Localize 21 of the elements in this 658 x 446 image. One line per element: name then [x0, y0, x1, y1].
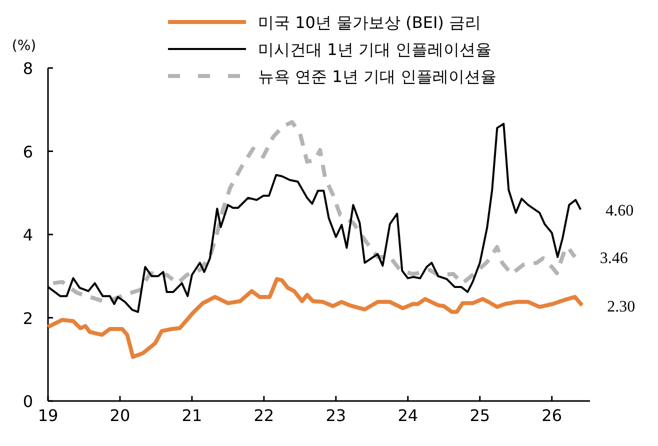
y-tick-label: 6 [22, 142, 34, 162]
legend-label: 미시건대 1년 기대 인플레이션율 [258, 40, 492, 59]
y-tick-label: 8 [22, 59, 34, 78]
x-tick-label: 19 [38, 406, 58, 425]
x-tick-label: 23 [326, 406, 346, 425]
y-tick-label: 4 [22, 226, 34, 244]
x-tick-label: 21 [182, 406, 202, 425]
annotation: 4.60 [606, 202, 634, 220]
x-tick-label: 22 [254, 406, 274, 425]
y-tick-label: 2 [22, 308, 34, 328]
y-axis-title: (%) [12, 38, 36, 54]
line-series [46, 277, 584, 359]
x-tick-label: 26 [542, 406, 562, 425]
y-tick-label: 0 [22, 392, 34, 411]
x-tick-label: 24 [398, 406, 418, 425]
x-tick-label: 25 [470, 406, 490, 425]
annotation: 2.30 [607, 298, 636, 316]
x-tick-label: 20 [110, 406, 130, 425]
legend-label: 뉴욕 연준 1년 기대 인플레이션율 [258, 67, 497, 86]
annotation: 3.46 [600, 250, 628, 267]
legend-label: 미국 10년 물가보상 (BEI) 금리 [258, 13, 481, 32]
